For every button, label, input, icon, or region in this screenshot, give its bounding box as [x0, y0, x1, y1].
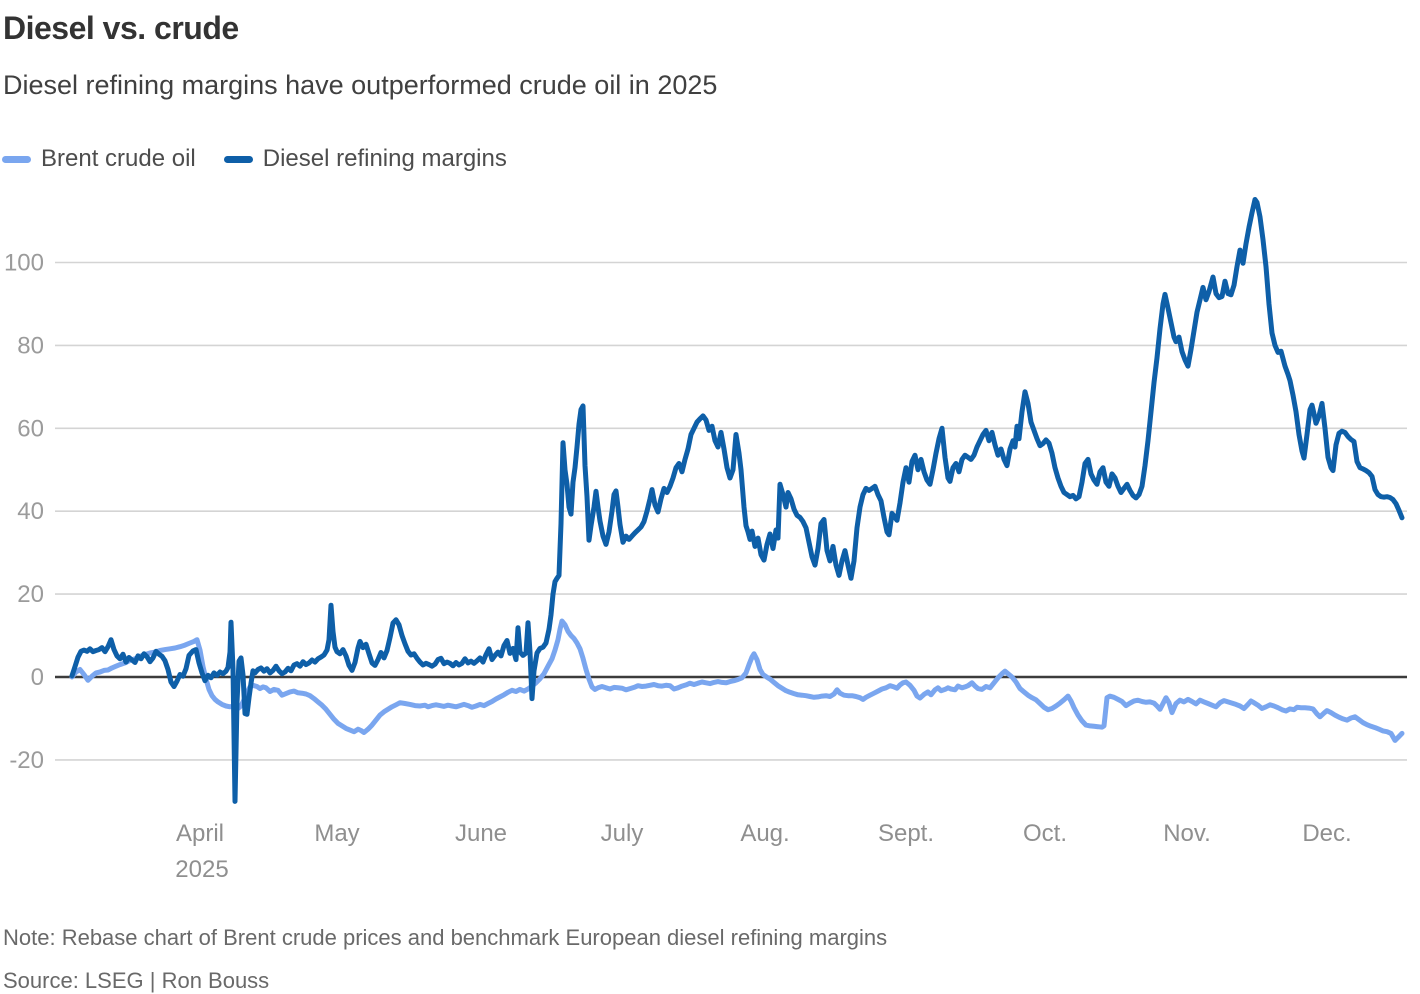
diesel-series-line [69, 197, 1405, 804]
brent-line-swatch-icon [2, 155, 31, 163]
note-text: Note: Rebase chart of Brent crude prices… [3, 925, 888, 950]
y-axis-tick-label: 60 [17, 415, 44, 442]
x-axis-month-label: Oct. [1023, 820, 1067, 847]
legend-item-diesel: Diesel refining margins [223, 145, 507, 173]
x-axis-month-label: May [314, 820, 359, 847]
legend: Brent crude oil Diesel refining margins [2, 145, 507, 173]
x-axis-month-label: Sept. [878, 820, 934, 847]
x-axis-month-label: July [601, 820, 644, 847]
x-axis-month-label: June [455, 820, 507, 847]
source-text: Source: LSEG | Ron Bouss [3, 968, 270, 993]
x-axis-month-label: April [176, 820, 224, 847]
y-axis-tick-label: -20 [9, 747, 44, 774]
x-axis-year-label: 2025 [175, 856, 228, 883]
x-axis-month-label: Nov. [1163, 820, 1211, 847]
y-axis-tick-label: 20 [17, 581, 44, 608]
page-title: Diesel vs. crude [3, 10, 239, 46]
brent-series-line [69, 618, 1405, 743]
page-subtitle: Diesel refining margins have outperforme… [3, 70, 718, 100]
y-axis-tick-label: 0 [31, 664, 44, 691]
legend-label-diesel: Diesel refining margins [262, 145, 507, 172]
y-axis-tick-label: 100 [4, 250, 44, 277]
x-axis-month-label: Dec. [1302, 820, 1351, 847]
legend-label-brent: Brent crude oil [41, 145, 196, 172]
x-axis-month-label: Aug. [740, 820, 789, 847]
y-axis-tick-label: 40 [17, 498, 44, 525]
y-axis-tick-label: 80 [17, 332, 44, 359]
legend-item-brent: Brent crude oil [2, 145, 196, 173]
diesel-line-swatch-icon [223, 155, 253, 163]
